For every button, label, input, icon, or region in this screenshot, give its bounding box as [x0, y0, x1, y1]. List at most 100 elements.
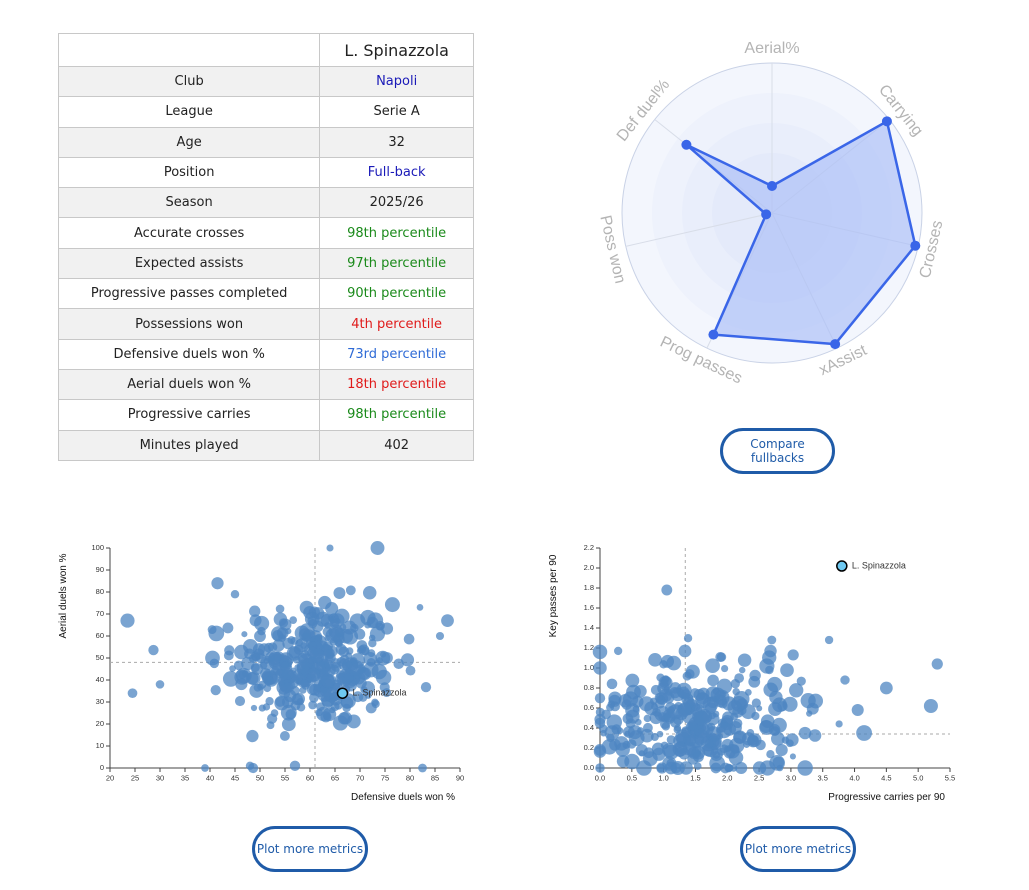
data-point	[593, 661, 607, 675]
data-point	[806, 710, 813, 717]
y-tick-label: 50	[96, 653, 104, 662]
data-point	[319, 668, 326, 676]
row-label: League	[57, 96, 321, 128]
data-point	[660, 741, 669, 750]
data-point	[211, 577, 224, 590]
data-point	[371, 698, 379, 707]
radar-point	[881, 116, 892, 127]
x-tick-label: 45	[231, 774, 239, 783]
y-tick-label: 20	[96, 719, 104, 728]
data-point	[295, 638, 310, 653]
data-point	[766, 750, 775, 759]
y-tick-label: 40	[96, 675, 104, 684]
data-point	[270, 709, 279, 717]
table-row: Progressive carries 98th percentile	[57, 399, 474, 431]
data-point	[345, 585, 356, 596]
data-point	[294, 664, 301, 671]
y-tick-label: 1.2	[584, 643, 594, 652]
data-point	[285, 628, 292, 635]
x-tick-label: 3.0	[786, 774, 796, 783]
row-label: Season	[57, 187, 321, 219]
data-point	[334, 700, 343, 710]
data-point	[693, 710, 709, 726]
data-point	[604, 725, 620, 741]
row-value: 73rd percentile	[319, 338, 474, 370]
x-tick-label: 4.5	[881, 774, 891, 783]
x-tick-label: 2.5	[754, 774, 764, 783]
y-tick-label: 2.0	[584, 563, 594, 572]
data-point	[298, 653, 314, 669]
data-point	[643, 714, 652, 723]
row-label: Aerial duels won %	[57, 368, 321, 401]
row-value: 18th percentile	[319, 368, 474, 401]
data-point	[749, 669, 761, 682]
data-point	[736, 698, 749, 710]
table-corner-cell	[57, 33, 321, 67]
table-row: Defensive duels won % 73rd percentile	[57, 338, 474, 370]
data-point	[798, 726, 812, 740]
data-point	[661, 722, 671, 731]
x-tick-label: 1.5	[690, 774, 700, 783]
row-value: Napoli	[319, 65, 474, 98]
data-point	[279, 731, 290, 741]
data-point	[308, 606, 320, 618]
data-point	[751, 711, 760, 721]
data-point	[120, 613, 135, 628]
data-point	[683, 634, 693, 643]
y-tick-label: 100	[91, 543, 104, 552]
data-point	[661, 584, 673, 596]
y-tick-label: 70	[96, 609, 104, 618]
data-point	[694, 722, 710, 738]
table-row: Aerial duels won % 18th percentile	[57, 368, 474, 401]
row-value: 97th percentile	[319, 247, 474, 280]
data-point	[263, 642, 274, 653]
x-tick-label: 5.0	[913, 774, 923, 783]
y-tick-label: 0.4	[584, 723, 594, 732]
data-point	[155, 680, 165, 689]
data-point	[272, 639, 285, 652]
data-point	[441, 614, 454, 627]
data-point	[333, 682, 341, 690]
table-row: Progressive passes completed 90th percent…	[57, 278, 474, 310]
data-point	[709, 755, 726, 772]
data-point	[767, 635, 777, 645]
data-point	[254, 630, 266, 643]
data-point	[693, 762, 702, 770]
table-row: Expected assists 97th percentile	[57, 247, 474, 280]
data-point	[279, 683, 288, 692]
y-tick-label: 1.8	[584, 583, 594, 592]
x-tick-label: 90	[456, 774, 464, 783]
data-point	[329, 627, 345, 643]
data-point	[625, 673, 640, 688]
highlight-point	[336, 687, 349, 699]
data-point	[678, 644, 692, 658]
data-point	[366, 658, 376, 667]
data-point	[266, 721, 275, 730]
data-point	[222, 671, 239, 687]
data-point	[318, 595, 332, 610]
data-point	[379, 682, 390, 693]
y-axis-label: Key passes per 90	[548, 554, 559, 637]
y-tick-label: 0.0	[584, 763, 594, 772]
data-point	[606, 678, 618, 690]
data-point	[326, 544, 334, 552]
data-point	[759, 720, 773, 734]
y-tick-label: 30	[96, 697, 104, 706]
data-point	[666, 735, 676, 745]
data-point	[420, 681, 432, 693]
data-point	[808, 693, 824, 709]
data-point	[256, 653, 267, 664]
plot-more-metrics-button-left[interactable]: Plot more metrics	[252, 826, 368, 872]
data-point	[767, 676, 783, 693]
data-point	[616, 755, 630, 768]
x-tick-label: 75	[381, 774, 389, 783]
highlight-label: L. Spinazzola	[353, 688, 407, 698]
data-point	[600, 729, 607, 737]
compare-fullbacks-button[interactable]: Compare fullbacks	[720, 428, 835, 474]
row-value: 98th percentile	[319, 217, 474, 249]
data-point	[595, 763, 605, 773]
data-point	[622, 713, 634, 725]
plot-more-metrics-button-right[interactable]: Plot more metrics	[740, 826, 856, 872]
data-point	[364, 691, 372, 699]
